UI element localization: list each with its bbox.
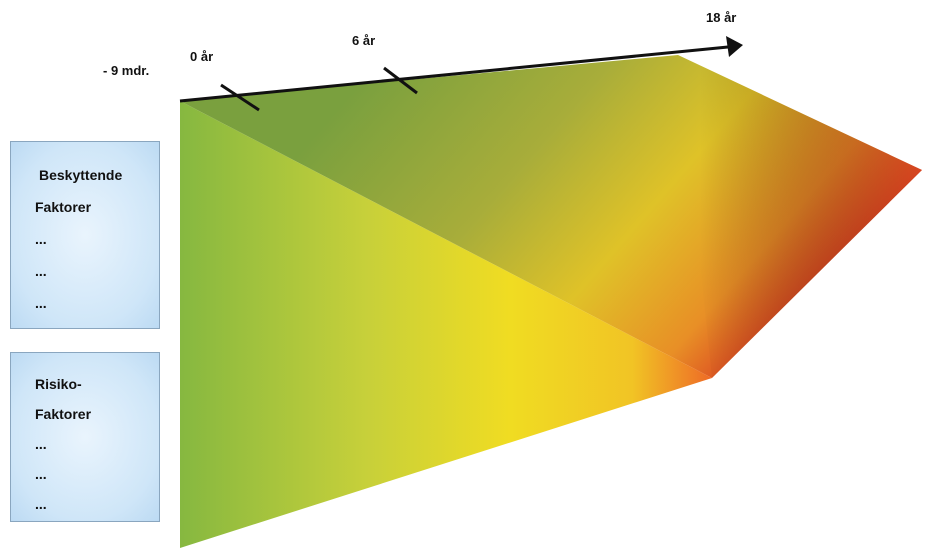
front-wedge-face — [180, 101, 712, 548]
protective-factors-box: Beskyttende Faktorer ... ... ... — [10, 141, 160, 329]
risk-title-line-1: Risiko- — [35, 376, 82, 392]
label-0-years: 0 år — [190, 49, 214, 64]
protective-title-line-1: Beskyttende — [39, 167, 123, 183]
risk-factors-box: Risiko- Faktorer ... ... ... — [10, 352, 160, 522]
label-6-years: 6 år — [352, 33, 376, 48]
label-18-years: 18 år — [706, 10, 737, 25]
risk-item-2: ... — [35, 466, 47, 482]
risk-title-line-2: Faktorer — [35, 406, 92, 422]
protective-item-1: ... — [35, 231, 47, 247]
tick-0-years — [220, 83, 260, 112]
protective-title-line-2: Faktorer — [35, 199, 92, 215]
risk-item-1: ... — [35, 436, 47, 452]
timeline-arrowhead — [726, 36, 743, 57]
protective-item-3: ... — [35, 295, 47, 311]
label-minus-9-months: - 9 mdr. — [103, 63, 150, 78]
protective-item-2: ... — [35, 263, 47, 279]
risk-item-3: ... — [35, 496, 47, 512]
timeline-axis — [179, 45, 729, 103]
top-wedge-shade — [678, 55, 922, 378]
tick-6-years — [383, 66, 418, 95]
